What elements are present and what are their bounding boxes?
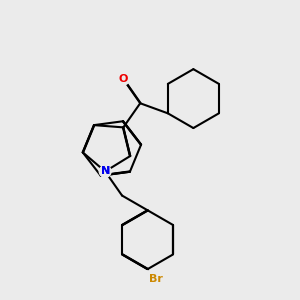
Text: O: O (118, 74, 128, 84)
Circle shape (99, 166, 111, 177)
Circle shape (117, 73, 129, 85)
Text: Br: Br (149, 274, 163, 284)
Text: N: N (100, 167, 110, 176)
Circle shape (140, 271, 156, 287)
Text: N: N (100, 167, 110, 176)
